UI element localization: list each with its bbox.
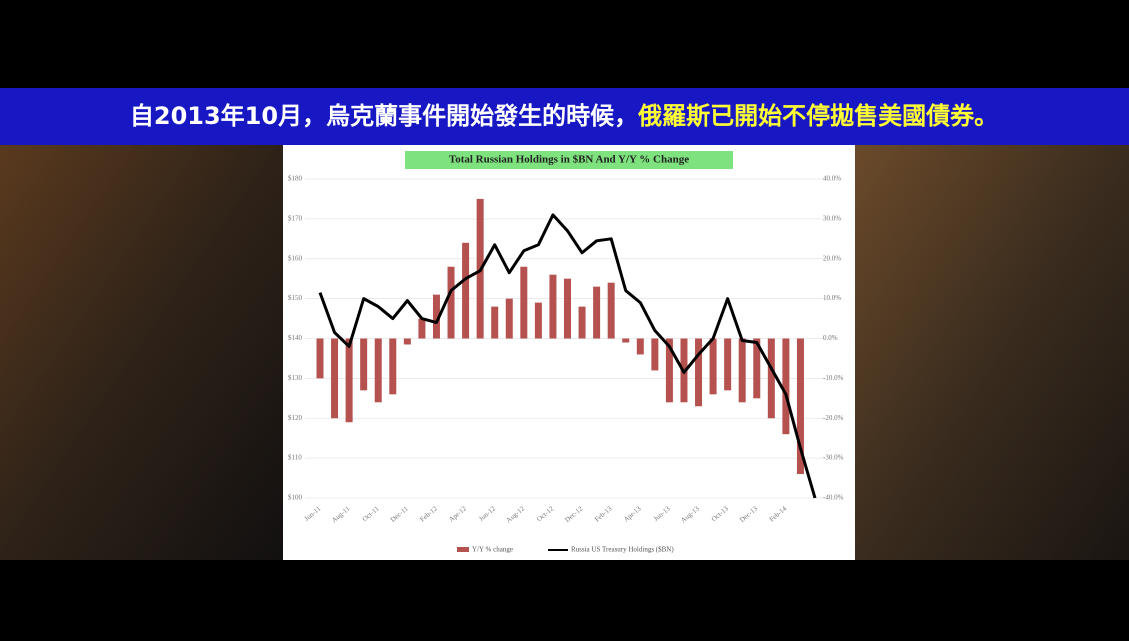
bar	[447, 266, 455, 339]
bar	[622, 338, 630, 343]
bar	[564, 278, 571, 339]
y-tick-label: $150	[288, 294, 303, 302]
y-tick-label: $110	[288, 454, 302, 462]
bar	[360, 338, 368, 391]
bar	[389, 338, 397, 395]
y-tick-label: $140	[288, 334, 303, 342]
bar	[636, 338, 644, 355]
y-tick-label: $130	[288, 374, 303, 382]
bar	[709, 338, 717, 395]
bar	[738, 338, 746, 403]
bar	[432, 294, 440, 339]
bar	[782, 338, 790, 435]
title-box	[405, 151, 733, 169]
y-tick-label: $170	[288, 214, 303, 222]
banner-yellow: 俄羅斯已開始不停拋售美國債券。	[637, 102, 998, 130]
bar	[520, 266, 528, 339]
legend-label: Y/Y % change	[472, 546, 513, 554]
bar	[796, 338, 804, 475]
bar	[403, 338, 411, 345]
bar	[374, 338, 382, 403]
backdrop-left	[0, 145, 283, 560]
banner	[0, 88, 1129, 145]
y2-tick-label: 10.0%	[823, 294, 841, 302]
bar	[695, 338, 703, 407]
line	[318, 213, 817, 499]
y2-tick-label: -20.0%	[823, 414, 844, 422]
bar	[607, 282, 615, 339]
bar	[753, 338, 761, 399]
legend-label: Russia US Treasury Holdings ($BN)	[571, 546, 674, 554]
legend-swatch	[457, 547, 469, 552]
y2-tick-label: -30.0%	[823, 454, 844, 462]
y2-tick-label: 40.0%	[823, 175, 841, 183]
y2-tick-label: 30.0%	[823, 214, 841, 222]
y-tick-label: $120	[288, 414, 303, 422]
y-tick-label: $160	[288, 254, 303, 262]
bar	[651, 338, 659, 371]
bar	[491, 306, 499, 339]
bar	[316, 338, 324, 379]
bar	[331, 338, 339, 419]
y-tick-label: $100	[288, 494, 303, 502]
banner-white: 自2013年10月，烏克蘭事件開始發生的時候，	[130, 102, 638, 130]
bar	[767, 338, 775, 419]
bar	[505, 298, 513, 339]
bar	[593, 286, 601, 339]
bar	[549, 274, 557, 339]
y2-tick-label: -40.0%	[823, 494, 844, 502]
bar	[418, 318, 426, 339]
bar	[534, 302, 542, 339]
bar	[724, 338, 732, 391]
y2-tick-label: 0.0%	[823, 334, 838, 342]
chart-title: Total Russian Holdings in $BN And Y/Y % …	[449, 154, 689, 166]
backdrop-right	[855, 145, 1129, 560]
bar	[462, 242, 470, 339]
bar	[345, 338, 353, 423]
y2-tick-label: 20.0%	[823, 254, 841, 262]
banner-text: 自2013年10月，烏克蘭事件開始發生的時候，俄羅斯已開始不停拋售美國債券。	[130, 102, 998, 130]
y-tick-label: $180	[288, 175, 303, 183]
bar	[665, 338, 673, 403]
y2-tick-label: -10.0%	[823, 374, 844, 382]
bar	[578, 306, 586, 339]
